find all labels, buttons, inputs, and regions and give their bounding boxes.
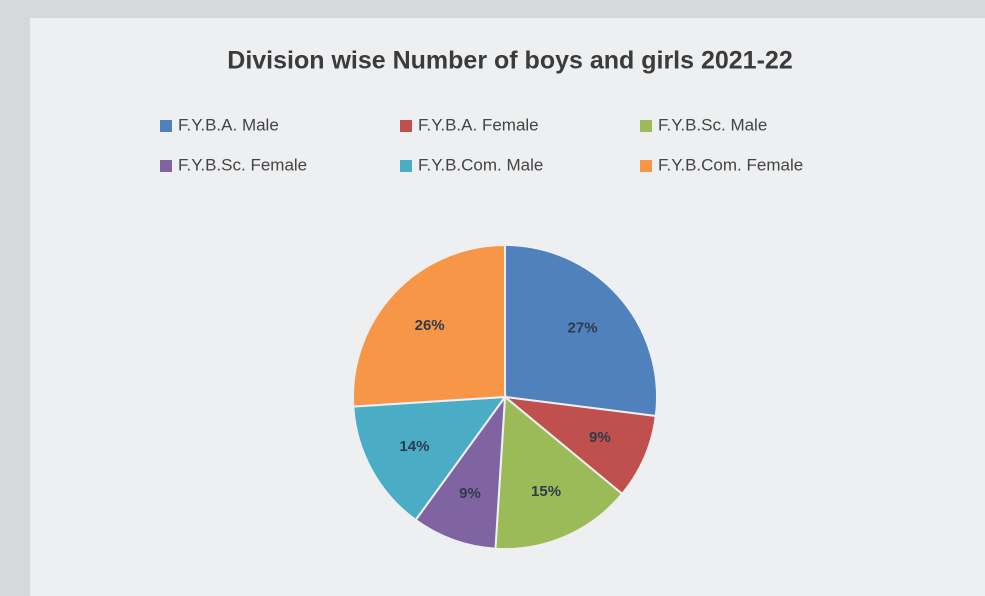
legend-swatch (400, 120, 412, 132)
legend-label: F.Y.B.A. Male (178, 115, 279, 134)
pie-slice (352, 243, 506, 408)
data-label: 14% (399, 438, 429, 455)
legend-swatch (160, 120, 172, 132)
pie-slice (414, 393, 507, 550)
legend-swatch (640, 120, 652, 132)
pie-slice (352, 395, 508, 522)
legend-label: F.Y.B.A. Female (418, 115, 539, 134)
legend-label: F.Y.B.Com. Male (418, 155, 543, 174)
data-label: 9% (589, 429, 611, 446)
legend-label: F.Y.B.Sc. Female (178, 155, 307, 174)
data-label: 26% (415, 317, 445, 334)
legend-swatch (160, 160, 172, 172)
legend-label: F.Y.B.Sc. Male (658, 115, 767, 134)
chart-title: Division wise Number of boys and girls 2… (227, 47, 792, 75)
data-label: 9% (459, 485, 481, 502)
pie-slice (501, 395, 657, 496)
data-label: 15% (531, 483, 561, 500)
legend-swatch (400, 160, 412, 172)
legend-swatch (640, 160, 652, 172)
pie-slice (504, 243, 658, 418)
data-label: 27% (568, 320, 598, 337)
legend-label: F.Y.B.Com. Female (658, 155, 803, 174)
pie-slice (494, 394, 624, 550)
